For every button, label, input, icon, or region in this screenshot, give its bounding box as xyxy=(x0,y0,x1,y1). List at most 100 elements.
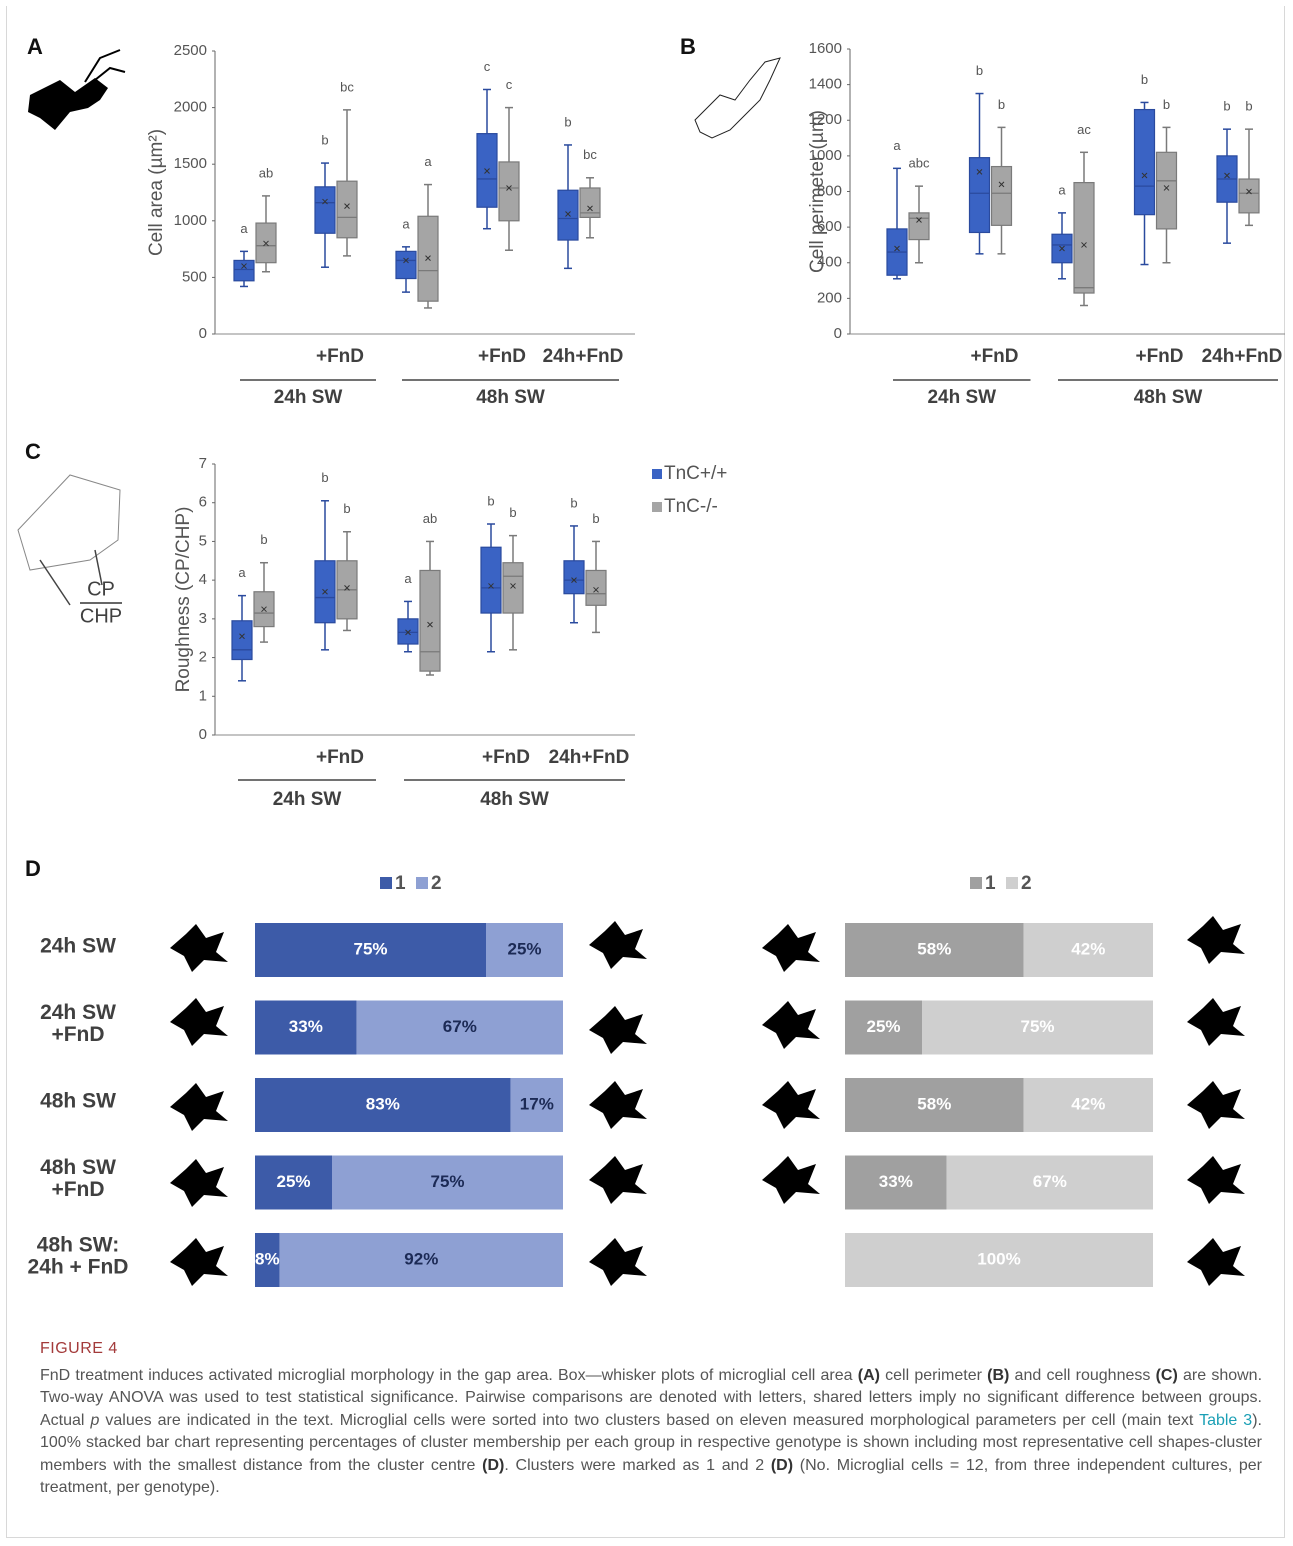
box xyxy=(315,187,335,233)
y-tick-label: 1600 xyxy=(809,40,842,57)
significance-letter: c xyxy=(484,59,491,74)
row-label: 48h SW: xyxy=(37,1234,119,1257)
significance-letter: b xyxy=(976,63,983,78)
y-tick-label: 2500 xyxy=(174,42,207,59)
box xyxy=(499,162,519,221)
significance-letter: b xyxy=(1141,72,1148,87)
cell-silhouette xyxy=(589,1238,647,1286)
group-label: 24h SW xyxy=(273,789,342,810)
significance-letter: b xyxy=(343,501,350,516)
box xyxy=(970,158,990,233)
significance-letter: a xyxy=(240,221,248,236)
legend-swatch xyxy=(416,877,428,889)
page: {"chart_data": [ {"type": "box", "panel"… xyxy=(0,0,1293,1546)
y-tick-label: 1000 xyxy=(809,147,842,164)
cell-silhouette xyxy=(762,1156,820,1204)
caption-segment: (D) xyxy=(482,1457,504,1474)
significance-letter: a xyxy=(1058,182,1066,197)
cell-silhouette xyxy=(1187,1081,1245,1129)
legend-label: 2 xyxy=(1021,873,1032,894)
y-tick-label: 0 xyxy=(199,726,207,743)
panel-letter: B xyxy=(680,34,696,59)
cell-silhouette xyxy=(589,1156,647,1204)
significance-letter: a xyxy=(893,138,901,153)
value-label: 75% xyxy=(430,1172,464,1191)
illustration-label: CP xyxy=(87,578,115,600)
y-tick-label: 1500 xyxy=(174,155,207,172)
value-label: 75% xyxy=(1020,1017,1054,1036)
box xyxy=(992,167,1012,226)
value-label: 25% xyxy=(507,939,541,958)
caption-segment: FnD treatment induces activated microgli… xyxy=(40,1367,858,1384)
legend-swatch xyxy=(652,469,662,479)
box xyxy=(1239,179,1259,213)
value-label: 25% xyxy=(866,1017,900,1036)
caption-segment: (B) xyxy=(987,1367,1009,1384)
significance-letter: ac xyxy=(1077,122,1091,137)
significance-letter: a xyxy=(424,154,432,169)
significance-letter: b xyxy=(592,511,599,526)
row-label: 48h SW xyxy=(40,1156,116,1179)
box xyxy=(396,251,416,278)
cell-silhouette xyxy=(170,1083,228,1131)
figure: ACell area (µm²)05001000150020002500+FnD… xyxy=(0,0,1293,1330)
panel-letter: C xyxy=(25,439,41,464)
cell-illustrations xyxy=(28,50,125,130)
significance-letter: b xyxy=(509,505,516,520)
significance-letter: b xyxy=(570,495,577,510)
box xyxy=(232,621,252,660)
box xyxy=(503,563,523,613)
box xyxy=(1157,152,1177,229)
box xyxy=(398,619,418,644)
y-axis-title: Roughness (CP/CHP) xyxy=(173,507,194,693)
y-axis-title: Cell area (µm²) xyxy=(146,129,167,256)
x-tick-label: +FnD xyxy=(316,346,364,367)
caption-segment: and cell roughness xyxy=(1009,1367,1155,1384)
group-label: 48h SW xyxy=(476,387,545,408)
y-tick-label: 2 xyxy=(199,649,207,666)
box xyxy=(481,547,501,613)
legend-label: TnC-/- xyxy=(664,496,718,517)
significance-letter: b xyxy=(1245,99,1252,114)
box xyxy=(420,570,440,671)
y-tick-label: 7 xyxy=(199,455,207,472)
significance-letter: a xyxy=(402,216,410,231)
y-tick-label: 2000 xyxy=(174,99,207,116)
x-tick-label: +FnD xyxy=(482,747,530,768)
box xyxy=(234,260,254,280)
group-label: 24h SW xyxy=(927,387,996,408)
legend-swatch xyxy=(1006,877,1018,889)
cell-silhouette xyxy=(1187,998,1245,1046)
box xyxy=(564,561,584,594)
y-tick-label: 0 xyxy=(834,325,842,342)
significance-letter: b xyxy=(321,470,328,485)
x-tick-label: +FnD xyxy=(478,346,526,367)
cell-process xyxy=(85,50,125,82)
row-label: 48h SW xyxy=(40,1090,116,1113)
legend-swatch xyxy=(380,877,392,889)
significance-letter: b xyxy=(321,133,328,148)
cell-silhouette xyxy=(762,1081,820,1129)
value-label: 33% xyxy=(289,1017,323,1036)
y-tick-label: 200 xyxy=(817,289,842,306)
significance-letter: ab xyxy=(259,165,273,180)
x-tick-label: 24h+FnD xyxy=(1202,346,1283,367)
box xyxy=(337,181,357,238)
value-label: 67% xyxy=(443,1017,477,1036)
legend-swatch xyxy=(970,877,982,889)
significance-letter: b xyxy=(998,97,1005,112)
caption-segment[interactable]: Table 3 xyxy=(1199,1412,1252,1429)
value-label: 42% xyxy=(1071,1094,1105,1113)
row-label: 24h SW xyxy=(40,1001,116,1024)
legend-label: 1 xyxy=(395,873,406,894)
value-label: 100% xyxy=(977,1249,1020,1268)
x-tick-label: +FnD xyxy=(970,346,1018,367)
cell-silhouette xyxy=(170,1238,228,1286)
y-tick-label: 800 xyxy=(817,182,842,199)
significance-letter: b xyxy=(260,532,267,547)
value-label: 42% xyxy=(1071,939,1105,958)
legend-label: TnC+/+ xyxy=(664,463,727,484)
x-tick-label: +FnD xyxy=(1135,346,1183,367)
caption: FIGURE 4 FnD treatment induces activated… xyxy=(40,1338,1262,1500)
caption-text: FnD treatment induces activated microgli… xyxy=(40,1365,1262,1500)
